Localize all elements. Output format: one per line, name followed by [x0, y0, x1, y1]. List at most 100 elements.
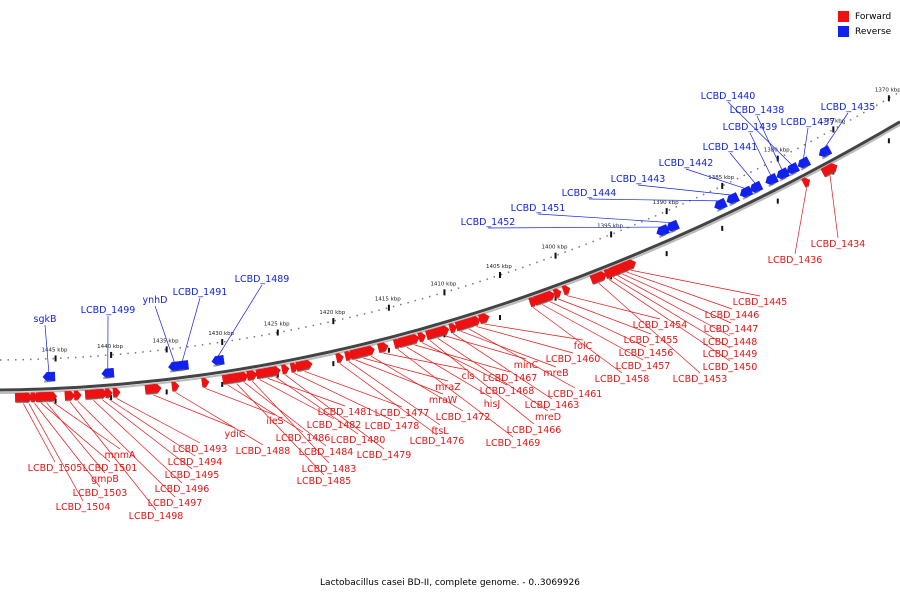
reverse-leader-lcbd_1489	[217, 284, 263, 357]
ruler-tick	[387, 304, 390, 311]
backbone-tick	[554, 295, 557, 301]
ruler-layer: 1445 kbp 1440 kbp 1435 kbp 1430 kbp 1425 kbp…	[0, 87, 900, 404]
ruler-tick	[499, 272, 501, 278]
backbone-tick	[665, 251, 668, 257]
reverse-leader-lcbd_1451	[537, 213, 673, 224]
backbone-tick	[721, 225, 724, 231]
forward-gene-lcbd_1478	[289, 362, 299, 374]
forward-gene-ydic	[144, 383, 162, 396]
forward-gene-label-lcbd_1482: LCBD_1482	[307, 420, 362, 431]
reverse-gene-label-lcbd_1437: LCBD_1437	[781, 117, 836, 128]
forward-leader-mraw	[355, 359, 444, 395]
forward-leader-hisj	[406, 346, 493, 399]
ruler-tick	[276, 329, 279, 336]
forward-leader-lcbd_1472	[370, 355, 464, 412]
forward-leader-lcbd_1496	[93, 400, 183, 484]
forward-gene-lcbd_1498	[64, 390, 76, 402]
reverse-leader-lcbd_1491	[181, 297, 201, 362]
forward-gene-label-lcbd_1483: LCBD_1483	[302, 464, 357, 475]
ruler-tick-label: 1410 kbp	[430, 281, 456, 287]
forward-gene-minc	[440, 325, 450, 337]
forward-gene-label-lcbd_1458: LCBD_1458	[595, 374, 650, 385]
forward-gene-lcbd_1480	[269, 366, 281, 378]
ruler-tick-label: 1405 kbp	[486, 264, 512, 270]
forward-leader-lcbd_1466	[429, 340, 535, 425]
forward-gene-iles	[201, 377, 210, 389]
forward-leader-gmpb	[46, 402, 106, 474]
ruler-tick	[721, 182, 724, 189]
forward-gene-lcbd_1472	[366, 345, 375, 357]
ruler-tick-label: 1395 kbp	[597, 223, 623, 229]
forward-leader-lcbd_1447	[622, 273, 732, 324]
reverse-leader-lcbd_1444	[588, 198, 721, 202]
backbone-tick	[54, 398, 57, 404]
forward-leader-lcbd_1449	[613, 277, 731, 349]
forward-leader-lcbd_1501	[40, 402, 111, 463]
forward-leader-lcbd_1450	[608, 278, 731, 362]
forward-leader-lcbd_1461	[468, 328, 576, 389]
reverse-gene-lcbd_1437	[797, 156, 812, 171]
forward-leader-lcbd_1446	[626, 271, 733, 310]
forward-gene-lcbd_1460	[471, 315, 481, 327]
forward-leader-mnma	[53, 402, 121, 450]
forward-leader-lcbd_1494	[108, 398, 196, 457]
forward-gene-label-lcbd_1434: LCBD_1434	[811, 239, 866, 250]
ruler-tick-label: 1420 kbp	[319, 310, 345, 316]
forward-gene-label-lcbd_1481: LCBD_1481	[318, 407, 373, 418]
forward-gene-label-lcbd_1467: LCBD_1467	[483, 373, 538, 384]
forward-gene-label-lcbd_1494: LCBD_1494	[168, 457, 223, 468]
reverse-gene-lcbd_1491	[175, 360, 190, 372]
forward-gene-lcbd_1455	[552, 288, 562, 299]
forward-leader-lcbd_1463	[453, 333, 553, 400]
forward-gene-label-lcbd_1450: LCBD_1450	[703, 362, 758, 373]
ruler-tick-label: 1385 kbp	[708, 175, 734, 181]
reverse-gene-lcbd_1440	[786, 162, 800, 177]
forward-gene-label-lcbd_1478: LCBD_1478	[365, 421, 420, 432]
reverse-gene-label-lcbd_1491: LCBD_1491	[173, 287, 228, 298]
forward-leader-lcbd_1504	[28, 403, 84, 502]
reverse-leader-lcbd_1443	[637, 184, 733, 196]
reverse-leader-lcbd_1440	[727, 101, 793, 166]
reverse-gene-label-lcbd_1441: LCBD_1441	[703, 142, 758, 153]
forward-leader-minc	[445, 335, 527, 360]
forward-gene-label-mraw: mraW	[429, 395, 458, 406]
forward-gene-label-lcbd_1469: LCBD_1469	[486, 438, 541, 449]
forward-leader-lcbd_1445	[631, 269, 761, 297]
reverse-gene-label-lcbd_1440: LCBD_1440	[701, 91, 756, 102]
backbone-tick	[887, 138, 890, 144]
forward-gene-lcbd_1497	[73, 390, 82, 401]
ruler-tick-label: 1435 kbp	[153, 338, 179, 344]
reverse-gene-label-lcbd_1442: LCBD_1442	[659, 158, 714, 169]
forward-gene-label-lcbd_1449: LCBD_1449	[703, 349, 758, 360]
forward-leader-lcbd_1484	[244, 382, 327, 447]
forward-gene-label-lcbd_1463: LCBD_1463	[525, 400, 580, 411]
backbone-tick	[387, 347, 390, 353]
forward-leader-lcbd_1457	[542, 304, 644, 361]
forward-gene-lcbd_1436	[801, 177, 811, 188]
forward-gene-label-lcbd_1493: LCBD_1493	[173, 444, 228, 455]
forward-gene-lcbd_1479	[280, 364, 290, 375]
reverse-gene-label-lcbd_1439: LCBD_1439	[723, 122, 778, 133]
forward-gene-lcbd_1445	[624, 259, 637, 271]
forward-leader-lcbd_1485	[236, 383, 325, 476]
forward-gene-label-lcbd_1480: LCBD_1480	[331, 435, 386, 446]
forward-gene-label-lcbd_1468: LCBD_1468	[480, 386, 535, 397]
forward-leader-lcbd_1458	[533, 307, 623, 374]
forward-gene-label-lcbd_1436: LCBD_1436	[768, 255, 823, 266]
reverse-gene-lcbd_1442	[739, 185, 754, 200]
ruler-tick	[221, 338, 224, 345]
legend: Forward Reverse	[838, 9, 891, 39]
forward-gene-label-iles: ileS	[266, 416, 283, 427]
forward-gene-lcbd_1494	[104, 388, 113, 399]
legend-forward-label: Forward	[855, 11, 892, 22]
forward-leader-mreb	[460, 331, 557, 368]
ruler-tick-label: 1425 kbp	[264, 322, 290, 328]
forward-gene-label-lcbd_1454: LCBD_1454	[633, 320, 688, 331]
backbone-tick	[776, 198, 779, 204]
ruler-tick-label: 1430 kbp	[208, 331, 234, 337]
backbone-tick	[221, 381, 224, 387]
forward-gene-label-lcbd_1504: LCBD_1504	[56, 502, 111, 513]
forward-gene-label-lcbd_1498: LCBD_1498	[129, 511, 184, 522]
forward-leader-lcbd_1486	[227, 384, 304, 433]
forward-gene-folc	[477, 313, 490, 325]
